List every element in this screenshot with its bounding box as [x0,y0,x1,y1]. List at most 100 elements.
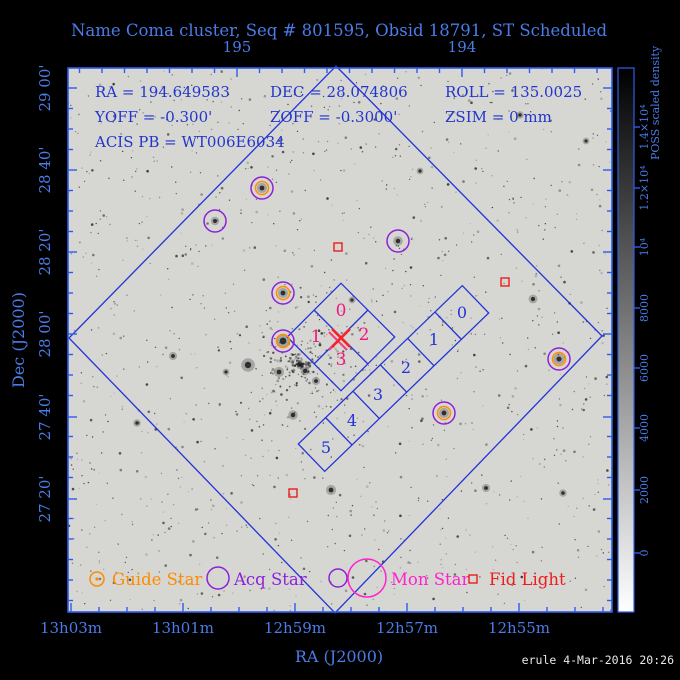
star-dot [154,346,157,348]
star-dot [314,387,317,389]
galaxy-core [350,298,354,302]
star-dot [347,436,349,438]
star-dot [151,539,153,541]
star-dot [511,584,513,586]
star-dot [408,407,410,410]
star-dot [242,249,246,252]
star-dot [363,237,365,239]
star-dot [523,439,525,441]
star-dot [251,483,254,486]
star-dot [288,516,290,518]
y-tick-label: 29 00' [36,64,54,111]
star-dot [302,567,306,571]
star-dot [331,603,333,605]
star-dot [95,275,98,277]
star-dot [610,110,612,112]
star-dot [550,131,552,133]
legend-label-fid-light: Fid Light [489,570,566,589]
star-dot [334,542,336,545]
x-tick-label: 13h01m [152,619,214,637]
star-dot [506,74,508,77]
star-dot [284,355,287,358]
fov-outline[interactable] [68,65,603,614]
star-dot [90,570,92,572]
star-dot [332,507,334,509]
acis-s-chip-2: 2 [401,358,411,377]
star-dot [533,177,535,180]
star-dot [271,370,273,372]
star-dot [269,124,271,127]
star-dot [85,252,87,254]
star-dot [300,358,303,362]
star-dot [301,362,305,366]
star-dot [136,123,138,125]
star-dot [276,404,278,407]
star-dot [553,454,556,456]
star-dot [296,306,299,308]
star-dot [412,168,414,170]
star-dot [175,192,177,195]
star-dot [304,360,308,364]
star-dot [376,507,378,510]
acq-star-marker [386,229,410,253]
star-dot [361,534,363,536]
star-dot [179,486,182,488]
star-dot [269,356,272,359]
star-dot [513,202,515,204]
star-dot [498,318,501,320]
acis-s-array[interactable] [297,284,490,473]
star-dot [325,149,328,151]
star-dot [128,578,132,582]
star-dot [397,245,399,247]
star-dot [263,94,267,98]
star-dot [375,300,378,302]
star-dot [473,353,476,357]
star-dot [394,155,397,157]
star-dot [269,327,272,330]
star-dot [384,520,386,522]
star-dot [253,246,257,249]
star-dot [222,493,225,495]
star-dot [344,412,346,414]
star-dot [265,309,267,312]
star-dot [86,170,88,173]
star-dot [481,474,483,476]
star-dot [119,336,122,340]
star-dot [300,362,302,364]
star-dot [325,405,328,408]
star-dot [295,447,297,450]
star-dot [306,366,309,369]
star-dot [296,353,300,356]
star-dot [460,372,462,374]
star-dot [152,156,155,158]
star-dot [558,523,560,525]
star-dot [601,330,603,332]
star-dot [557,482,559,484]
star-dot [451,327,454,329]
star-dot [236,530,238,532]
colorbar[interactable] [617,67,635,613]
star-dot [536,265,538,267]
galaxy-core [279,337,287,345]
star-dot [262,424,265,426]
star-dot [581,408,583,410]
star-dot [275,522,277,525]
acis-i-chip-1: 1 [311,327,322,347]
star-dot [284,284,286,286]
star-dot [93,469,95,471]
star-dot [130,157,133,159]
star-dot [491,175,493,177]
star-dot [201,526,203,529]
star-dot [565,460,567,462]
star-dot [205,334,207,336]
star-dot [285,389,289,392]
star-dot [419,305,421,307]
star-dot [293,359,296,361]
star-dot [338,123,340,125]
star-dot [290,539,293,541]
star-dot [271,328,273,331]
star-dot [405,270,407,273]
galaxy-core [484,486,488,490]
star-dot [405,71,407,73]
star-dot [425,388,427,390]
